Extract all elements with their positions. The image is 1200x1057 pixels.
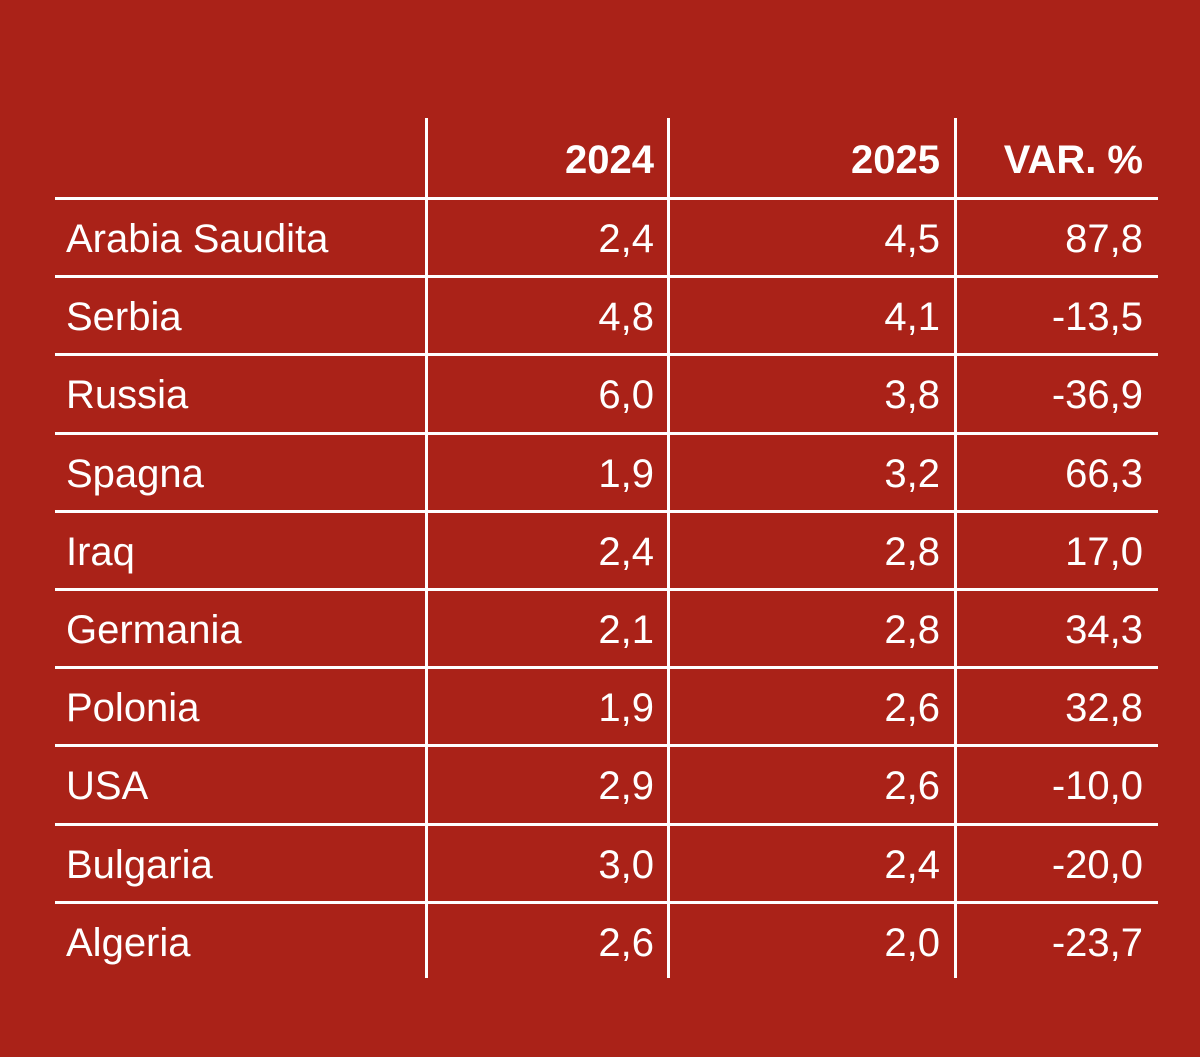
row-divider	[55, 901, 1158, 904]
column-divider	[667, 118, 670, 978]
row-divider	[55, 510, 1158, 513]
var-percent-cell: 32,8	[1065, 686, 1143, 730]
country-cell: Serbia	[66, 295, 182, 339]
value-2024-cell: 3,0	[598, 843, 654, 887]
row-divider	[55, 197, 1158, 200]
country-cell: Spagna	[66, 452, 204, 496]
value-2024-cell: 2,1	[598, 608, 654, 652]
column-divider	[954, 118, 957, 978]
value-2025-cell: 2,4	[884, 843, 940, 887]
value-2024-cell: 2,6	[598, 921, 654, 965]
row-divider	[55, 353, 1158, 356]
value-2025-cell: 3,8	[884, 373, 940, 417]
value-2025-cell: 2,6	[884, 764, 940, 808]
value-2024-cell: 2,4	[598, 530, 654, 574]
header-2025: 2025	[851, 138, 940, 182]
value-2025-cell: 2,8	[884, 608, 940, 652]
var-percent-cell: 66,3	[1065, 452, 1143, 496]
value-2024-cell: 6,0	[598, 373, 654, 417]
row-divider	[55, 666, 1158, 669]
value-2025-cell: 2,0	[884, 921, 940, 965]
country-cell: Polonia	[66, 686, 200, 730]
var-percent-cell: -23,7	[1051, 921, 1143, 965]
value-2025-cell: 4,5	[884, 217, 940, 261]
var-percent-cell: 34,3	[1065, 608, 1143, 652]
var-percent-cell: -20,0	[1051, 843, 1143, 887]
value-2025-cell: 2,6	[884, 686, 940, 730]
var-percent-cell: -13,5	[1051, 295, 1143, 339]
value-2024-cell: 2,4	[598, 217, 654, 261]
value-2024-cell: 1,9	[598, 686, 654, 730]
header-2024: 2024	[565, 138, 654, 182]
row-divider	[55, 588, 1158, 591]
value-2024-cell: 2,9	[598, 764, 654, 808]
value-2024-cell: 1,9	[598, 452, 654, 496]
row-divider	[55, 275, 1158, 278]
value-2025-cell: 4,1	[884, 295, 940, 339]
country-cell: Russia	[66, 373, 189, 417]
row-divider	[55, 823, 1158, 826]
country-cell: Bulgaria	[66, 843, 213, 887]
country-cell: USA	[66, 764, 149, 808]
country-cell: Algeria	[66, 921, 191, 965]
country-cell: Iraq	[66, 530, 135, 574]
row-divider	[55, 432, 1158, 435]
header-var: VAR. %	[1003, 138, 1143, 182]
column-divider	[425, 118, 428, 978]
value-2025-cell: 2,8	[884, 530, 940, 574]
country-cell: Arabia Saudita	[66, 217, 329, 261]
value-2025-cell: 3,2	[884, 452, 940, 496]
var-percent-cell: 87,8	[1065, 217, 1143, 261]
value-2024-cell: 4,8	[598, 295, 654, 339]
var-percent-cell: -36,9	[1051, 373, 1143, 417]
country-cell: Germania	[66, 608, 242, 652]
var-percent-cell: -10,0	[1051, 764, 1143, 808]
row-divider	[55, 744, 1158, 747]
var-percent-cell: 17,0	[1065, 530, 1143, 574]
